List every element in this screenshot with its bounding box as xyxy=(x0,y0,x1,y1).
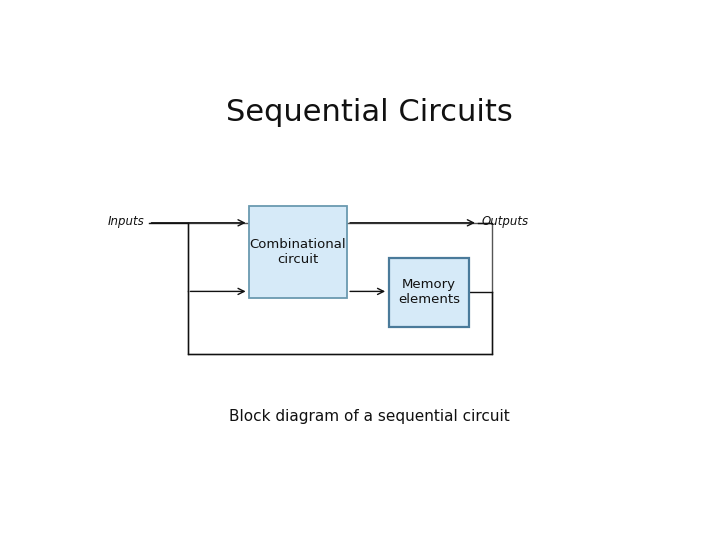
Text: Outputs: Outputs xyxy=(482,215,529,228)
Bar xyxy=(389,258,469,327)
Text: Block diagram of a sequential circuit: Block diagram of a sequential circuit xyxy=(229,409,509,424)
Text: Inputs: Inputs xyxy=(108,215,145,228)
Text: Combinational
circuit: Combinational circuit xyxy=(250,238,346,266)
Bar xyxy=(188,223,492,354)
Text: Memory
elements: Memory elements xyxy=(398,279,460,307)
Bar xyxy=(249,206,346,298)
Text: Sequential Circuits: Sequential Circuits xyxy=(225,98,513,127)
